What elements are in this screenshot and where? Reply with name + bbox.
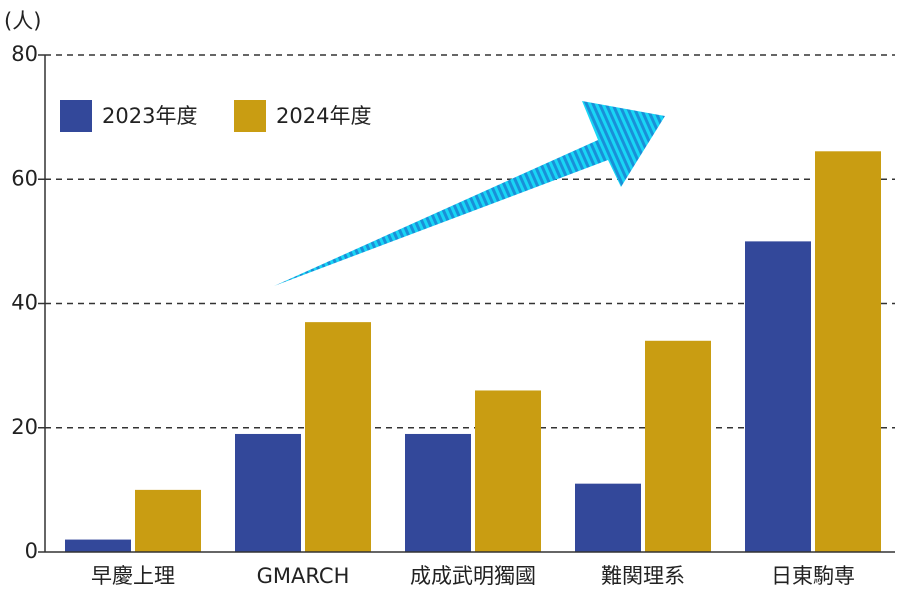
- bar: [405, 433, 471, 552]
- trend-arrow: [274, 101, 665, 286]
- y-tick-label: 0: [25, 539, 38, 563]
- bar: [575, 483, 641, 552]
- legend-swatch: [60, 100, 92, 132]
- y-tick-label: 40: [11, 291, 38, 315]
- x-tick-label: 難関理系: [601, 564, 685, 588]
- legend-label: 2024年度: [276, 104, 371, 128]
- bar: [235, 433, 301, 552]
- legend-swatch: [234, 100, 266, 132]
- x-tick-label: GMARCH: [257, 564, 350, 588]
- x-tick-label: 早慶上理: [91, 564, 175, 588]
- bar: [475, 390, 541, 552]
- bar: [135, 489, 201, 552]
- y-tick-label: 60: [11, 166, 38, 190]
- bar: [815, 151, 881, 552]
- bar: [745, 241, 811, 552]
- bar: [305, 322, 371, 552]
- bar: [645, 340, 711, 552]
- y-tick-label: 80: [11, 42, 38, 66]
- bar: [65, 539, 131, 552]
- legend-label: 2023年度: [102, 104, 197, 128]
- y-axis-unit: (人): [4, 9, 41, 33]
- x-tick-label: 成成武明獨國: [410, 564, 536, 588]
- x-tick-label: 日東駒専: [771, 564, 855, 588]
- y-tick-label: 20: [11, 415, 38, 439]
